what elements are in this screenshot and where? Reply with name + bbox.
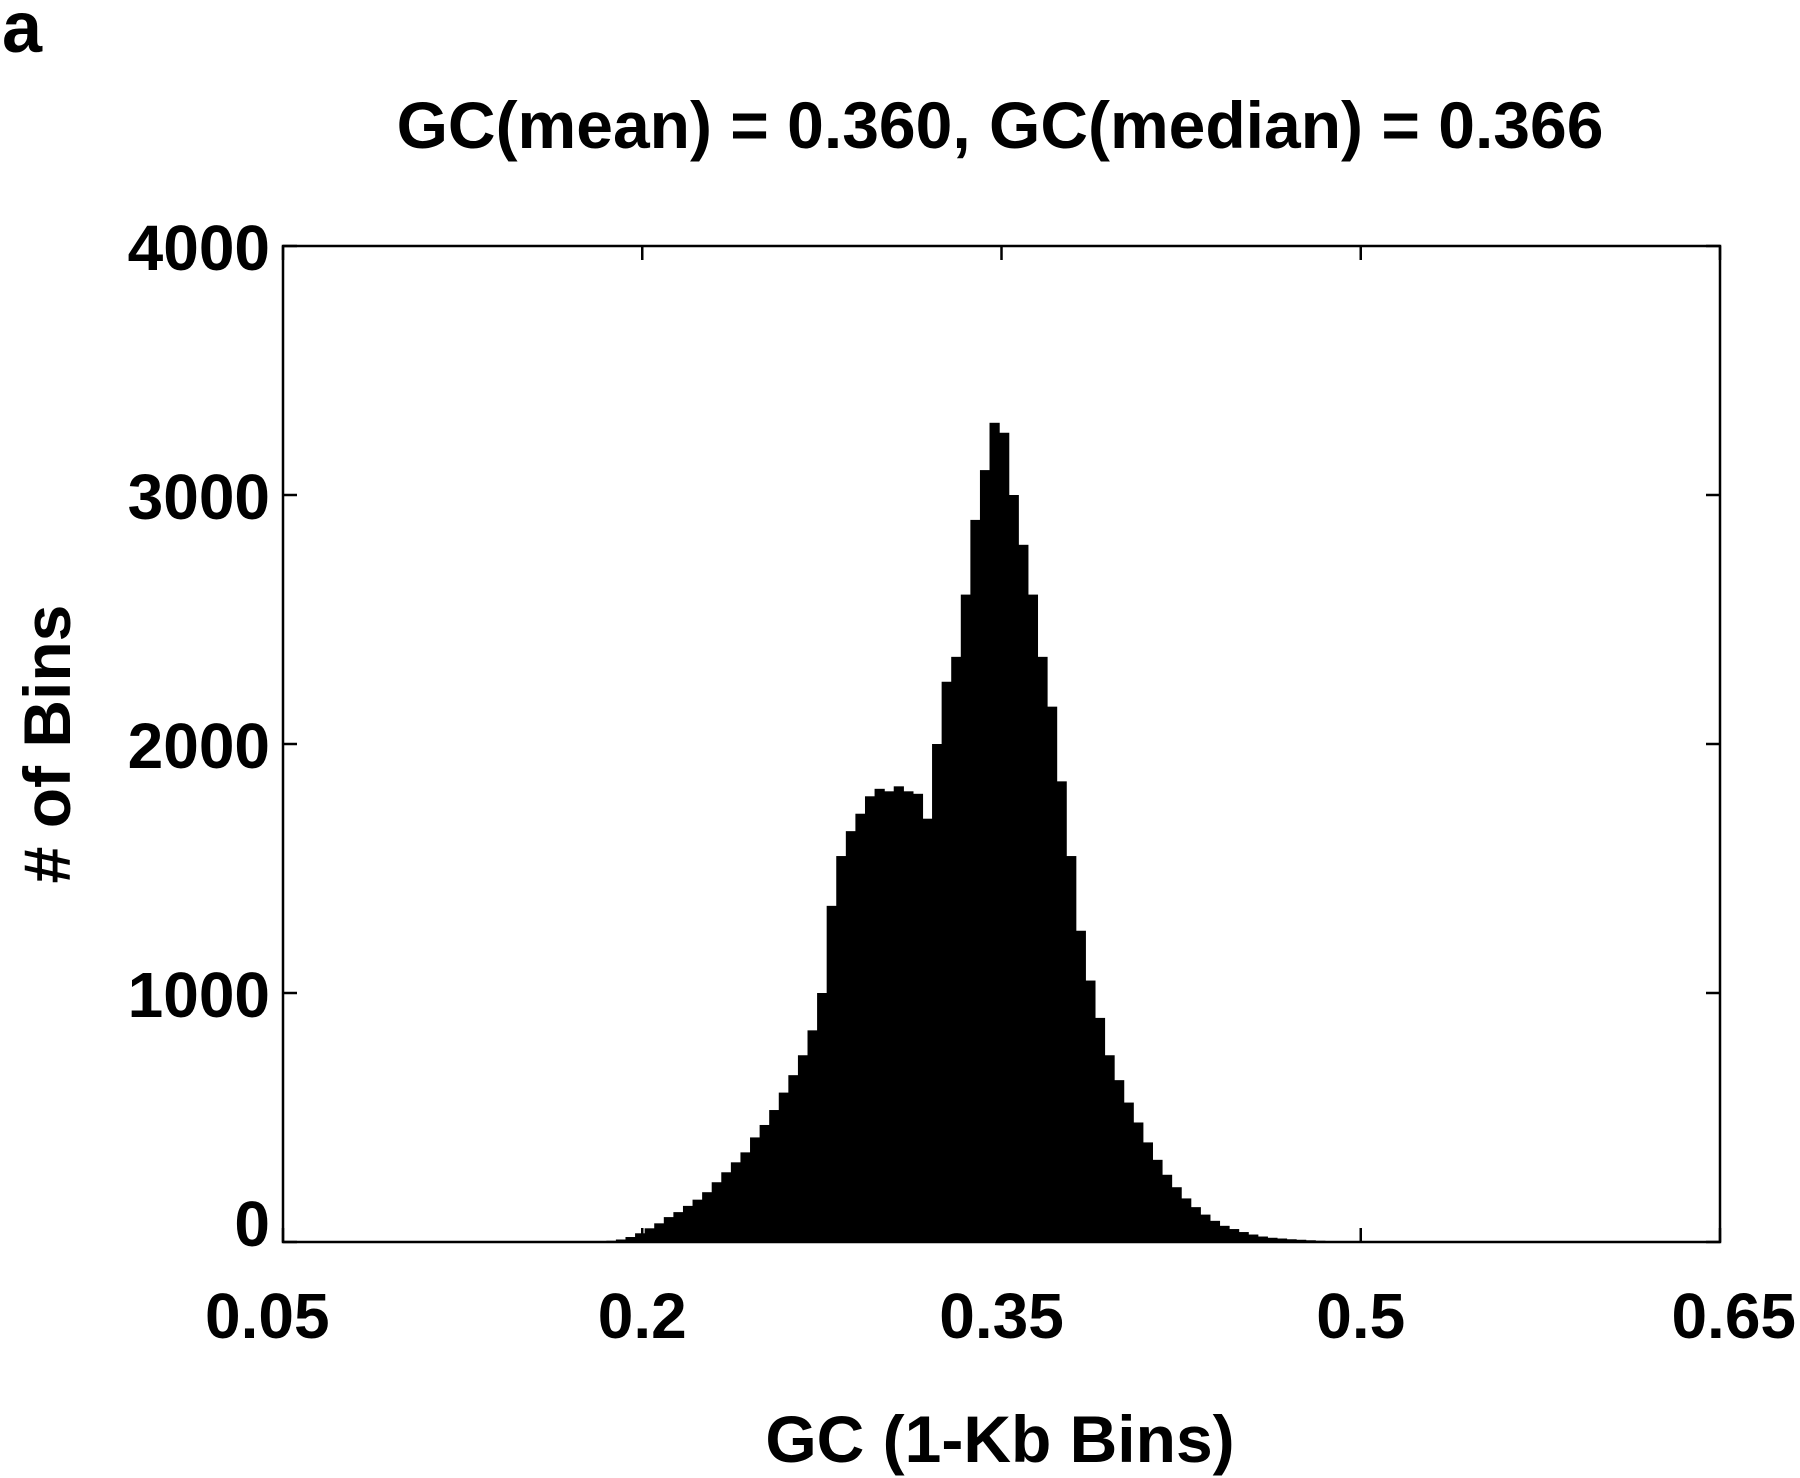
histogram-bar (912, 793, 924, 1242)
histogram-bar (979, 470, 991, 1243)
histogram-bar (663, 1217, 674, 1242)
histogram-bar (1027, 594, 1039, 1242)
histogram-bar (1276, 1238, 1288, 1242)
histogram-bar (1219, 1225, 1230, 1242)
y-axis-label: # of Bins (10, 605, 84, 884)
x-tick-label: 0.65 (1671, 1280, 1796, 1352)
histogram-bar (941, 681, 952, 1242)
histogram-bar (1085, 980, 1096, 1242)
histogram-bar (1056, 781, 1067, 1242)
histogram-bar (1037, 656, 1048, 1242)
histogram-bar (1248, 1234, 1259, 1242)
histogram-bar (1286, 1239, 1297, 1242)
histogram-bar (797, 1055, 809, 1242)
histogram-bar (1008, 495, 1019, 1242)
histogram-bar (1094, 1017, 1106, 1242)
histogram-bar (730, 1162, 742, 1242)
histogram-bar (884, 791, 895, 1242)
histogram-bar (1238, 1232, 1249, 1242)
y-tick-label: 4000 (128, 212, 270, 284)
histogram-bar (673, 1212, 684, 1242)
histogram-bar (855, 813, 866, 1242)
histogram-bar (1133, 1122, 1144, 1242)
x-tick-label: 0.35 (939, 1280, 1064, 1352)
y-tick-label: 3000 (128, 461, 270, 533)
histogram-bar (836, 856, 847, 1242)
histogram-bar (999, 432, 1010, 1242)
histogram-bar (1229, 1229, 1240, 1242)
histogram-bar (932, 744, 943, 1242)
histogram-bar (874, 788, 885, 1242)
histogram-bar (845, 831, 857, 1242)
histogram-bar (1142, 1142, 1153, 1242)
histogram-bar (1104, 1055, 1115, 1242)
histogram-bar (1181, 1198, 1192, 1242)
histogram-bar (740, 1152, 751, 1242)
histogram-bar (1114, 1080, 1125, 1242)
histogram-bar (750, 1137, 761, 1242)
histogram-bar (922, 818, 933, 1242)
histogram-bar (970, 519, 981, 1242)
histogram-bar (1066, 856, 1077, 1242)
y-tick-label: 2000 (128, 710, 270, 782)
histogram-bar (1018, 544, 1029, 1242)
histogram-bar (807, 1030, 818, 1242)
histogram-bar (778, 1092, 789, 1242)
histogram-bar (893, 786, 904, 1242)
histogram-bar (1257, 1236, 1268, 1242)
histogram-bar (903, 791, 914, 1242)
panel-label: a (2, 0, 43, 68)
x-tick-label: 0.05 (205, 1280, 330, 1352)
x-axis-ticks: 0.05 0.2 0.35 0.5 0.65 (205, 246, 1796, 1352)
histogram-bar (759, 1124, 770, 1242)
histogram-bar (864, 796, 876, 1242)
histogram-bar (951, 656, 962, 1242)
chart-title: GC(mean) = 0.360, GC(median) = 0.366 (397, 88, 1604, 162)
histogram-bar (1171, 1187, 1182, 1242)
histogram-bar (654, 1223, 665, 1242)
histogram-bars (606, 422, 1393, 1243)
histogram-bar (1047, 706, 1058, 1242)
histogram-bar (1152, 1159, 1163, 1242)
histogram-bar (644, 1228, 655, 1242)
histogram-bar (1209, 1220, 1221, 1242)
x-tick-label: 0.5 (1316, 1280, 1405, 1352)
histogram-bar (826, 905, 837, 1242)
y-tick-label: 0 (234, 1188, 270, 1260)
histogram-bar (721, 1172, 732, 1242)
histogram-bar (1075, 930, 1086, 1242)
histogram-bar (989, 422, 1000, 1242)
histogram-bar (625, 1237, 636, 1242)
x-tick-label: 0.2 (598, 1280, 687, 1352)
x-axis-label: GC (1-Kb Bins) (765, 1402, 1234, 1476)
histogram-bar (692, 1199, 703, 1242)
histogram-bar (817, 993, 828, 1242)
histogram-bar (711, 1182, 722, 1242)
y-axis-ticks: 0 1000 2000 3000 4000 (128, 212, 1720, 1260)
histogram-bar (1200, 1214, 1211, 1242)
histogram-bar (682, 1205, 694, 1242)
histogram-bar (1267, 1237, 1278, 1242)
histogram-bar (960, 594, 971, 1242)
histogram-bar (635, 1233, 646, 1242)
histogram-bar (1190, 1207, 1201, 1242)
histogram-bar (788, 1075, 799, 1242)
y-tick-label: 1000 (128, 959, 270, 1031)
histogram-bar (769, 1110, 780, 1242)
histogram-bar (702, 1192, 713, 1242)
histogram-bar (1123, 1102, 1134, 1242)
histogram-bar (1161, 1174, 1173, 1242)
